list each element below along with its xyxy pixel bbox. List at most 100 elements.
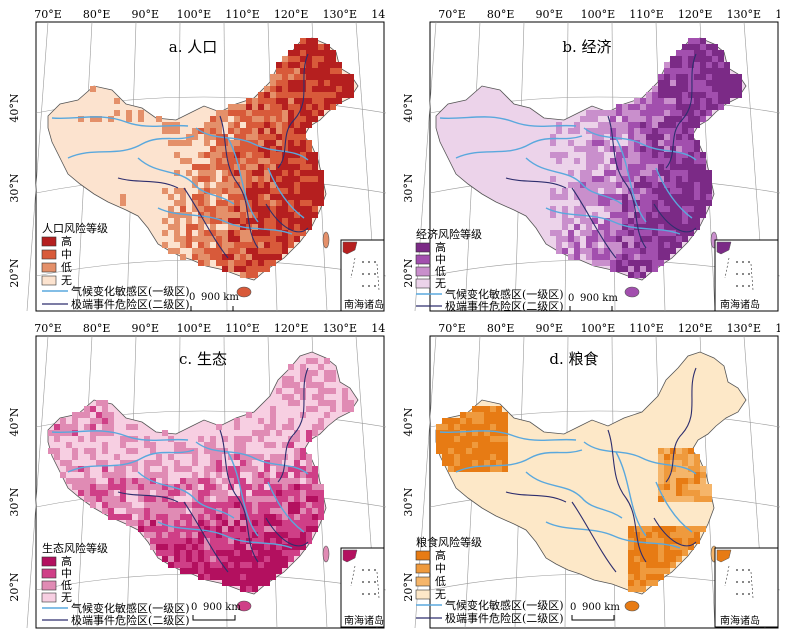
legend-swatch-mid: [41, 568, 57, 579]
risk-cell: [652, 182, 658, 188]
risk-cell: [652, 550, 658, 556]
risk-cell: [472, 424, 478, 430]
risk-cell: [634, 230, 640, 236]
risk-cell: [294, 152, 300, 158]
risk-cell: [664, 104, 670, 110]
risk-cell: [150, 472, 156, 478]
risk-cell: [694, 460, 700, 466]
risk-cell: [300, 532, 306, 538]
risk-cell: [634, 568, 640, 574]
risk-cell: [616, 248, 622, 254]
risk-cell: [102, 460, 108, 466]
risk-cell: [628, 218, 634, 224]
risk-cell: [640, 140, 646, 146]
risk-cell: [634, 272, 640, 278]
risk-cell: [180, 242, 186, 248]
risk-cell: [652, 218, 658, 224]
risk-cell: [246, 200, 252, 206]
risk-cell: [162, 526, 168, 532]
risk-cell: [568, 182, 574, 188]
risk-cell: [562, 212, 568, 218]
risk-cell: [610, 266, 616, 272]
risk-cell: [276, 472, 282, 478]
risk-cell: [216, 484, 222, 490]
risk-cell: [472, 430, 478, 436]
risk-cell: [312, 200, 318, 206]
risk-cell: [622, 266, 628, 272]
risk-cell: [72, 454, 78, 460]
risk-cell: [300, 394, 306, 400]
risk-cell: [718, 92, 724, 98]
risk-cell: [210, 152, 216, 158]
risk-cell: [294, 212, 300, 218]
risk-cell: [300, 526, 306, 532]
risk-cell: [634, 580, 640, 586]
risk-cell: [490, 412, 496, 418]
risk-cell: [580, 146, 586, 152]
risk-cell: [252, 490, 258, 496]
risk-cell: [454, 442, 460, 448]
risk-cell: [264, 122, 270, 128]
risk-cell: [126, 110, 132, 116]
risk-cell: [676, 556, 682, 562]
risk-cell: [670, 158, 676, 164]
risk-cell: [640, 170, 646, 176]
risk-cell: [724, 74, 730, 80]
risk-cell: [216, 502, 222, 508]
risk-cell: [234, 442, 240, 448]
risk-cell: [664, 206, 670, 212]
panel-title: b. 经济: [562, 38, 611, 56]
risk-cell: [586, 230, 592, 236]
risk-cell: [288, 116, 294, 122]
risk-cell: [562, 152, 568, 158]
risk-cell: [252, 230, 258, 236]
risk-cell: [484, 460, 490, 466]
risk-cell: [634, 260, 640, 266]
risk-cell: [688, 44, 694, 50]
risk-cell: [652, 110, 658, 116]
risk-cell: [150, 544, 156, 550]
risk-cell: [442, 442, 448, 448]
risk-cell: [300, 152, 306, 158]
legend-label-mid: 中: [61, 567, 72, 580]
risk-cell: [126, 508, 132, 514]
risk-cell: [478, 454, 484, 460]
risk-cell: [264, 98, 270, 104]
risk-cell: [96, 490, 102, 496]
risk-cell: [616, 176, 622, 182]
risk-cell: [252, 272, 258, 278]
risk-cell: [718, 50, 724, 56]
risk-cell: [634, 170, 640, 176]
risk-cell: [300, 472, 306, 478]
risk-cell: [252, 200, 258, 206]
risk-cell: [246, 550, 252, 556]
extreme-zone-line: [117, 491, 179, 503]
risk-cell: [306, 472, 312, 478]
risk-cell: [324, 86, 330, 92]
risk-cell: [682, 538, 688, 544]
risk-cell: [270, 110, 276, 116]
risk-cell: [120, 442, 126, 448]
risk-cell: [318, 194, 324, 200]
risk-cell: [270, 218, 276, 224]
risk-cell: [216, 164, 222, 170]
risk-cell: [490, 424, 496, 430]
risk-cell: [658, 260, 664, 266]
risk-cell: [132, 466, 138, 472]
risk-cell: [252, 116, 258, 122]
risk-cell: [288, 550, 294, 556]
risk-cell: [174, 170, 180, 176]
risk-cell: [180, 466, 186, 472]
risk-cell: [78, 412, 84, 418]
extreme-zone-line: [653, 203, 697, 233]
risk-cell: [198, 170, 204, 176]
risk-cell: [186, 218, 192, 224]
risk-cell: [688, 62, 694, 68]
risk-cell: [222, 466, 228, 472]
risk-cell: [240, 562, 246, 568]
risk-cell: [306, 370, 312, 376]
risk-cell: [324, 62, 330, 68]
risk-cell: [216, 460, 222, 466]
risk-cell: [502, 418, 508, 424]
